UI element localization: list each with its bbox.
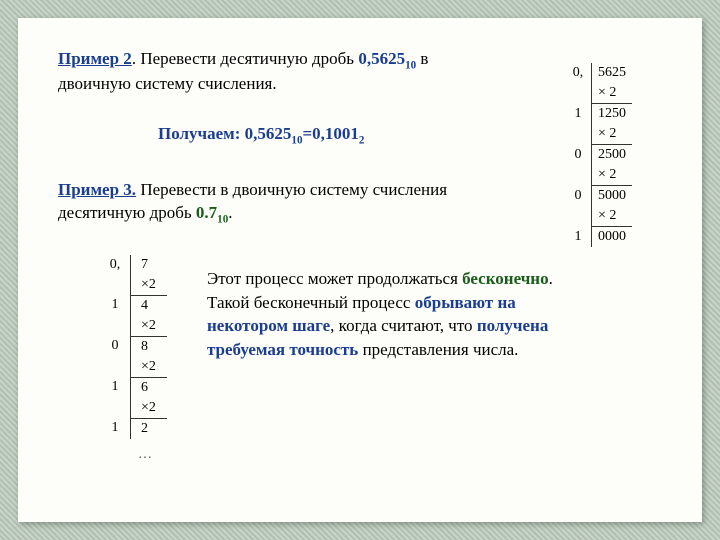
hl-infinite: бесконечно bbox=[462, 269, 548, 288]
calc-mult: ×2 bbox=[131, 275, 168, 296]
calc-value: 7 bbox=[131, 255, 168, 275]
calc-bit: 1 bbox=[98, 377, 131, 398]
calc-mult: ×2 bbox=[131, 316, 168, 337]
example-3-text: Пример 3. Перевести в двоичную систему с… bbox=[58, 179, 528, 227]
slide-page: 0,5625× 211250× 202500× 205000× 210000 П… bbox=[18, 18, 702, 522]
calc-bit: 0 bbox=[98, 336, 131, 357]
calc-mult: ×2 bbox=[131, 357, 168, 378]
calc-value: 4 bbox=[131, 295, 168, 316]
calc-bit: 0 bbox=[563, 145, 592, 166]
calc-bit: 0, bbox=[563, 63, 592, 83]
top-section: 0,5625× 211250× 202500× 205000× 210000 П… bbox=[58, 48, 662, 227]
calc-mult: ×2 bbox=[131, 398, 168, 419]
example-2-fraction: 0,562510 bbox=[358, 49, 416, 68]
example-3-fraction: 0.710 bbox=[196, 203, 228, 222]
calc-value: 5625 bbox=[592, 63, 633, 83]
calc-value: 5000 bbox=[592, 186, 633, 207]
calc-value: 6 bbox=[131, 377, 168, 398]
calc-table-2: 0,7×214×208×216×212 bbox=[98, 255, 167, 439]
calc-value: 1250 bbox=[592, 104, 633, 125]
calc-value: 8 bbox=[131, 336, 168, 357]
calc-mult: × 2 bbox=[592, 165, 633, 186]
calc-bit: 0 bbox=[563, 186, 592, 207]
calc-2-wrapper: 0,7×214×208×216×212 … bbox=[58, 255, 167, 463]
calc-mult: × 2 bbox=[592, 206, 633, 227]
calc-bit: 1 bbox=[563, 104, 592, 125]
calc-value: 0000 bbox=[592, 227, 633, 248]
calc-value: 2500 bbox=[592, 145, 633, 166]
calc-bit: 1 bbox=[98, 418, 131, 439]
calc-bit: 1 bbox=[563, 227, 592, 248]
example-2-label: Пример 2 bbox=[58, 49, 132, 68]
calc-bit: 1 bbox=[98, 295, 131, 316]
example-2-text: Пример 2. Перевести десятичную дробь 0,5… bbox=[58, 48, 478, 96]
calc-mult: × 2 bbox=[592, 124, 633, 145]
example-3-label: Пример 3. bbox=[58, 180, 136, 199]
calc-table-1: 0,5625× 211250× 202500× 205000× 210000 bbox=[563, 63, 632, 247]
bottom-section: 0,7×214×208×216×212 … Этот процесс может… bbox=[58, 255, 662, 463]
calc-mult: × 2 bbox=[592, 83, 633, 104]
ellipsis: … bbox=[138, 447, 167, 463]
calc-bit: 0, bbox=[98, 255, 131, 275]
calc-value: 2 bbox=[131, 418, 168, 439]
body-paragraph: Этот процесс может продолжаться бесконеч… bbox=[207, 267, 577, 362]
